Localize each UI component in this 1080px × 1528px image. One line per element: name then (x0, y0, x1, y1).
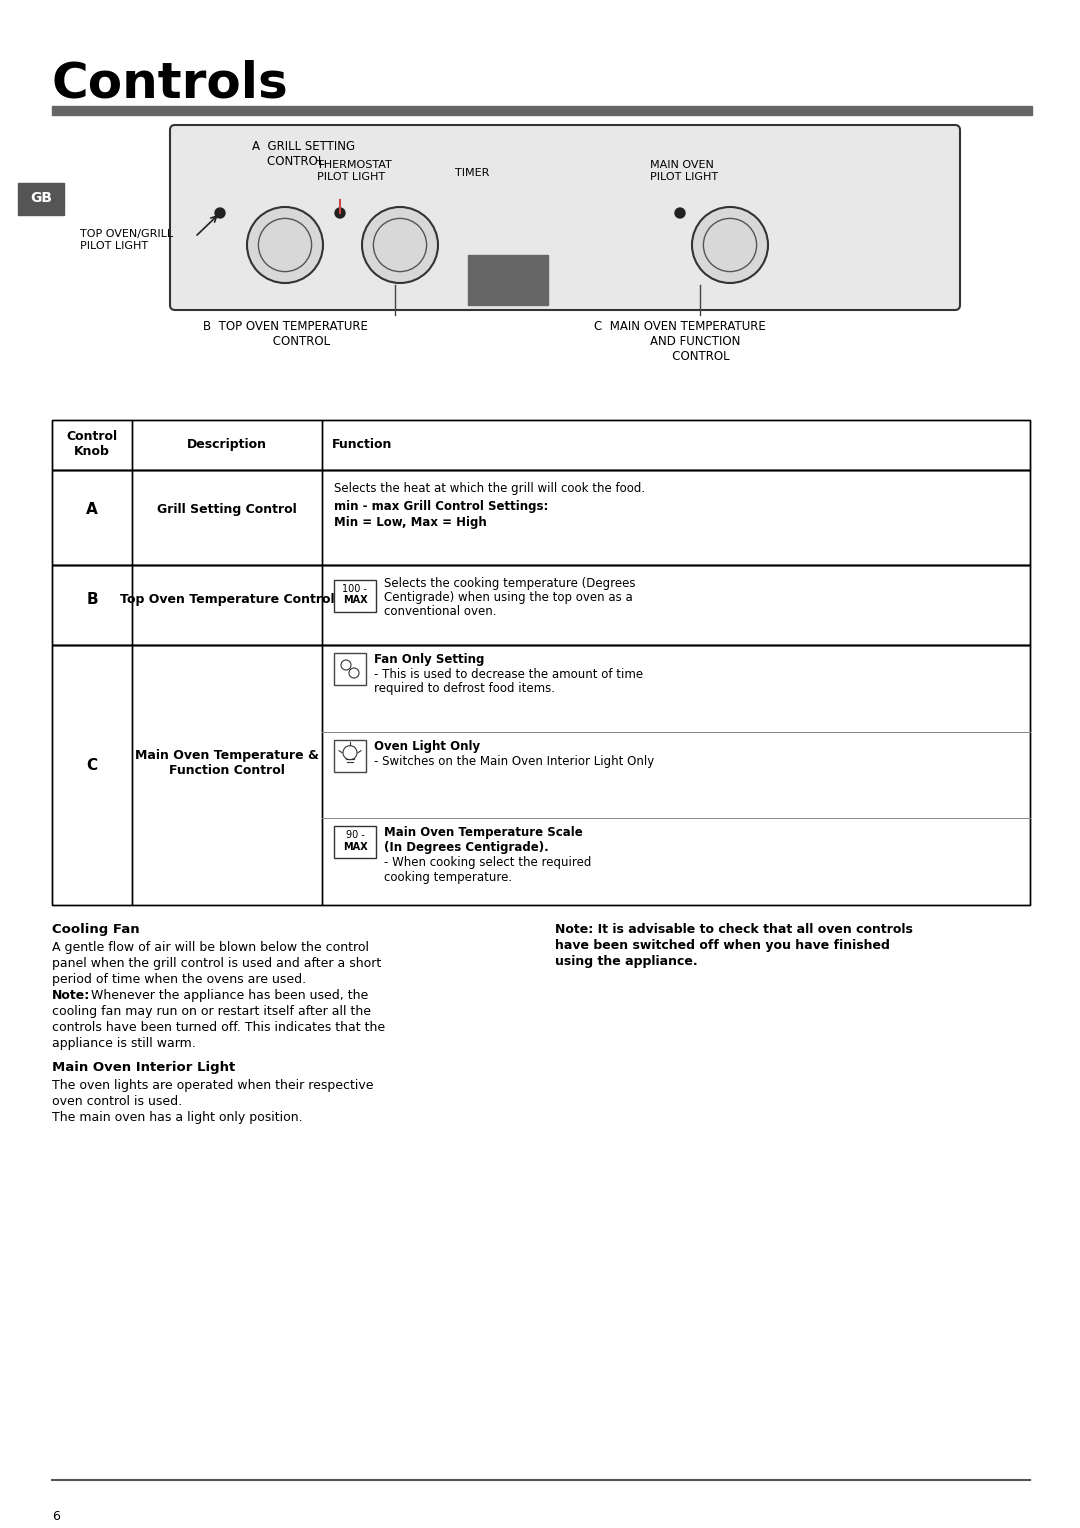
Bar (52, 471, 1030, 565)
Text: Description: Description (187, 439, 267, 451)
Text: Oven Light Only: Oven Light Only (374, 740, 481, 753)
Bar (322, 471, 1030, 565)
Text: period of time when the ovens are used.: period of time when the ovens are used. (52, 973, 306, 986)
Text: appliance is still warm.: appliance is still warm. (52, 1038, 195, 1050)
Text: MAX: MAX (342, 594, 367, 605)
Text: The main oven has a light only position.: The main oven has a light only position. (52, 1111, 302, 1125)
Text: Fan Only Setting: Fan Only Setting (374, 652, 484, 666)
Bar (334, 740, 366, 772)
Text: Function: Function (332, 439, 392, 451)
Text: Main Oven Temperature &
Function Control: Main Oven Temperature & Function Control (135, 749, 319, 778)
Text: have been switched off when you have finished: have been switched off when you have fin… (555, 940, 890, 952)
Text: Centigrade) when using the top oven as a: Centigrade) when using the top oven as a (384, 591, 633, 604)
Bar (52, 105, 1032, 115)
Text: Cooling Fan: Cooling Fan (52, 923, 139, 937)
Text: controls have been turned off. This indicates that the: controls have been turned off. This indi… (52, 1021, 386, 1034)
Bar (52, 471, 132, 565)
Text: A  GRILL SETTING
    CONTROL: A GRILL SETTING CONTROL (252, 141, 355, 168)
Bar (18, 183, 64, 215)
Text: panel when the grill control is used and after a short: panel when the grill control is used and… (52, 957, 381, 970)
Text: Whenever the appliance has been used, the: Whenever the appliance has been used, th… (87, 989, 368, 1002)
Text: The oven lights are operated when their respective: The oven lights are operated when their … (52, 1079, 374, 1093)
Circle shape (692, 206, 768, 283)
Text: MAX: MAX (342, 842, 367, 853)
Text: GB: GB (30, 191, 52, 205)
Text: 90 -: 90 - (346, 830, 364, 840)
Bar (52, 420, 1030, 471)
Text: Main Oven Temperature Scale: Main Oven Temperature Scale (384, 827, 583, 839)
Bar (468, 255, 548, 306)
Text: Main Oven Interior Light: Main Oven Interior Light (52, 1060, 235, 1074)
Text: Note:: Note: (52, 989, 91, 1002)
Text: A: A (86, 503, 98, 516)
Text: Note: It is advisable to check that all oven controls: Note: It is advisable to check that all … (555, 923, 913, 937)
Text: C  MAIN OVEN TEMPERATURE
        AND FUNCTION
           CONTROL: C MAIN OVEN TEMPERATURE AND FUNCTION CON… (594, 319, 766, 364)
Text: - This is used to decrease the amount of time: - This is used to decrease the amount of… (374, 668, 643, 681)
Circle shape (675, 208, 685, 219)
Text: Controls: Controls (52, 60, 288, 108)
Text: oven control is used.: oven control is used. (52, 1096, 183, 1108)
Text: Top Oven Temperature Control: Top Oven Temperature Control (120, 593, 335, 605)
Text: Min = Low, Max = High: Min = Low, Max = High (334, 516, 487, 529)
Text: - Switches on the Main Oven Interior Light Only: - Switches on the Main Oven Interior Lig… (374, 755, 654, 767)
FancyBboxPatch shape (170, 125, 960, 310)
Text: THERMOSTAT
PILOT LIGHT: THERMOSTAT PILOT LIGHT (318, 160, 392, 182)
Bar (132, 645, 322, 905)
Text: TIMER: TIMER (455, 168, 489, 177)
Circle shape (335, 208, 345, 219)
Text: cooling fan may run on or restart itself after all the: cooling fan may run on or restart itself… (52, 1005, 372, 1018)
Text: TOP OVEN/GRILL
PILOT LIGHT: TOP OVEN/GRILL PILOT LIGHT (80, 229, 173, 251)
Text: B: B (86, 591, 98, 607)
Bar (322, 565, 1030, 645)
Text: required to defrost food items.: required to defrost food items. (374, 681, 555, 695)
Text: using the appliance.: using the appliance. (555, 955, 698, 969)
Circle shape (215, 208, 225, 219)
Text: MAIN OVEN
PILOT LIGHT: MAIN OVEN PILOT LIGHT (650, 160, 718, 182)
Bar (52, 645, 1030, 905)
Bar (334, 827, 376, 859)
Circle shape (362, 206, 438, 283)
Text: min - max Grill Control Settings:: min - max Grill Control Settings: (334, 500, 549, 513)
Text: 100 -: 100 - (342, 584, 367, 594)
Bar (322, 420, 1030, 471)
Text: A gentle flow of air will be blown below the control: A gentle flow of air will be blown below… (52, 941, 369, 953)
Bar (52, 565, 132, 645)
Bar (322, 645, 1030, 905)
Bar (132, 471, 322, 565)
Text: cooking temperature.: cooking temperature. (384, 871, 512, 885)
Text: Selects the heat at which the grill will cook the food.: Selects the heat at which the grill will… (334, 481, 645, 495)
Bar (52, 645, 132, 905)
Text: Selects the cooking temperature (Degrees: Selects the cooking temperature (Degrees (384, 578, 635, 590)
Text: - When cooking select the required: - When cooking select the required (384, 856, 592, 869)
Text: C: C (86, 758, 97, 773)
Text: Grill Setting Control: Grill Setting Control (157, 503, 297, 516)
Text: Control
Knob: Control Knob (67, 429, 118, 458)
Bar (132, 420, 322, 471)
Text: 6: 6 (52, 1510, 59, 1523)
Text: conventional oven.: conventional oven. (384, 605, 497, 617)
Text: B  TOP OVEN TEMPERATURE
         CONTROL: B TOP OVEN TEMPERATURE CONTROL (203, 319, 367, 348)
Bar (52, 420, 132, 471)
Bar (334, 581, 376, 613)
Bar (334, 652, 366, 685)
Bar (52, 565, 1030, 645)
Text: (In Degrees Centigrade).: (In Degrees Centigrade). (384, 842, 549, 854)
Bar (132, 565, 322, 645)
Circle shape (247, 206, 323, 283)
